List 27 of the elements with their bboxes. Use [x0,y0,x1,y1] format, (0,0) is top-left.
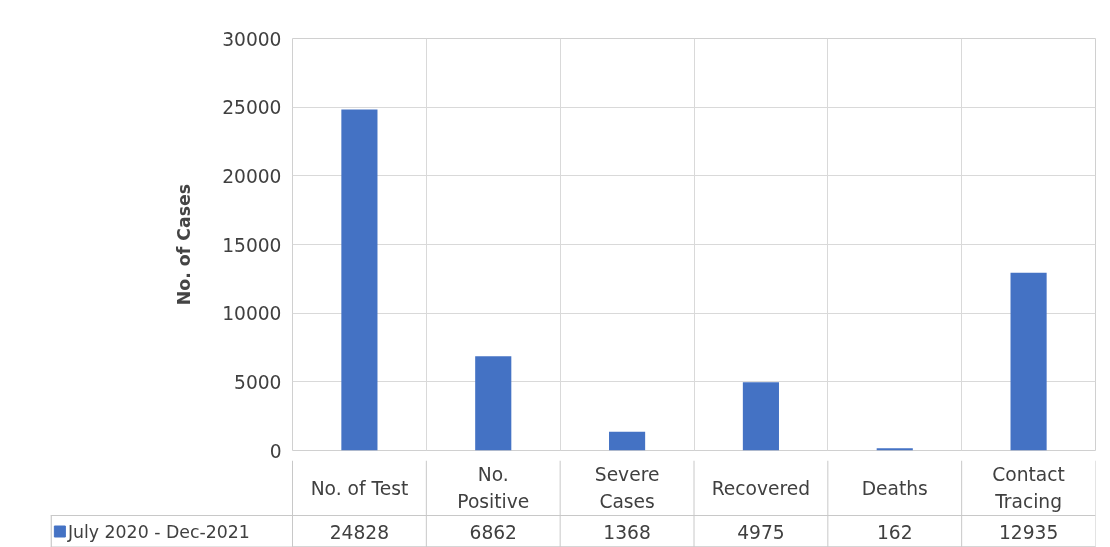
bar [475,356,512,451]
bar [742,382,779,451]
y-tick-label: 30000 [222,28,282,50]
x-tick-label: Deaths [861,477,928,499]
data-label: 162 [876,521,913,543]
x-tick-label: No. Positive [457,464,530,512]
x-tick-label: Contact Tracing [992,464,1065,512]
data-label: 1368 [603,521,651,543]
legend-label: July 2020 - Dec-2021 [66,521,250,542]
y-tick-label: 5000 [234,371,282,393]
x-tick-label: Recovered [711,477,811,499]
y-tick-label: 15000 [222,234,282,256]
bar [876,448,913,451]
data-label: 24828 [329,521,390,543]
y-tick-label: 25000 [222,97,282,119]
x-tick-label: No. of Test [310,477,409,499]
y-axis-title: No. of Cases [174,183,195,306]
y-tick-label: 0 [269,440,282,462]
data-label: 4975 [737,521,785,543]
bar [341,109,378,451]
bar [609,431,646,451]
data-label: 12935 [998,521,1059,543]
bar [1010,272,1047,451]
data-label: 6862 [469,521,517,543]
x-tick-label: Severe Cases [594,464,660,512]
y-tick-label: 20000 [222,165,282,187]
y-tick-label: 10000 [222,303,282,325]
